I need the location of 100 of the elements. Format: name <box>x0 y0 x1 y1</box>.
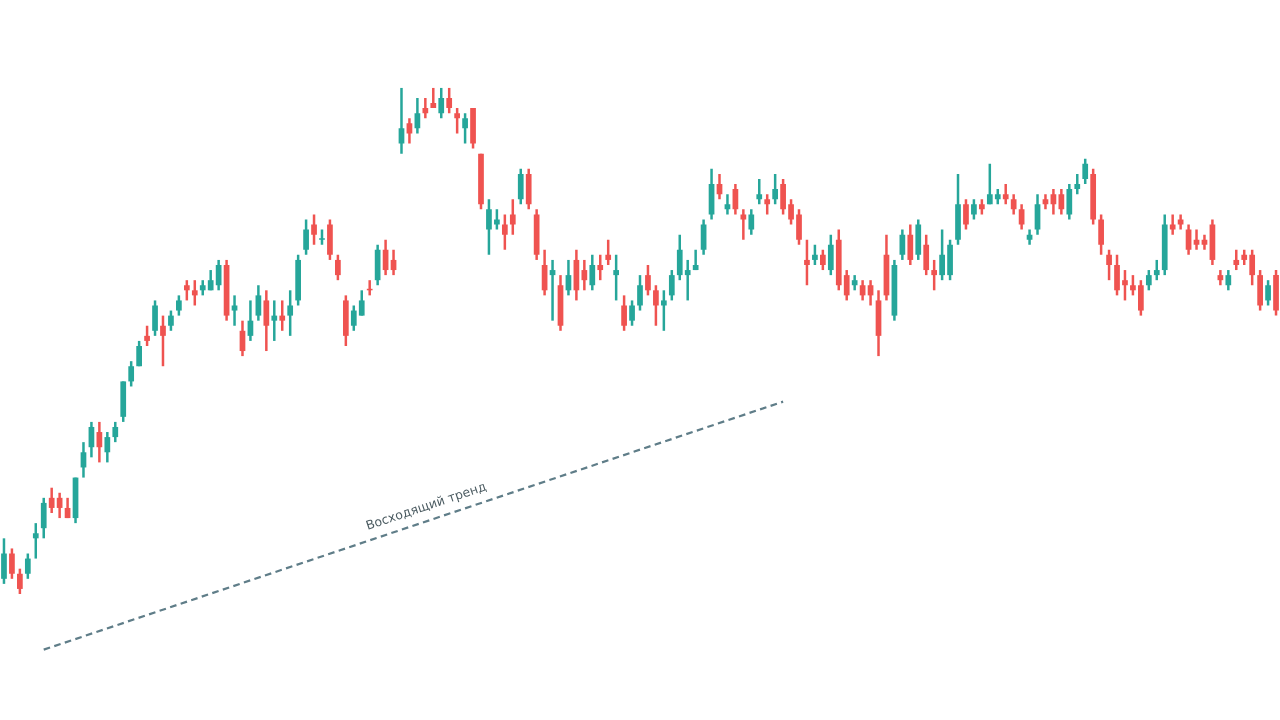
candlestick <box>756 177 763 206</box>
candlestick <box>422 96 429 120</box>
candlestick <box>1225 268 1232 292</box>
candlestick <box>1002 182 1009 206</box>
candlestick <box>271 299 278 343</box>
candlestick <box>374 243 381 287</box>
candlestick <box>986 162 993 206</box>
candlestick <box>136 339 142 368</box>
candlestick <box>1145 268 1152 292</box>
candlestick <box>17 567 23 594</box>
candlestick <box>748 208 755 236</box>
candlestick <box>907 223 914 267</box>
candlestick <box>462 111 468 145</box>
candlestick <box>1257 268 1263 312</box>
candlestick <box>660 289 667 333</box>
candlestick <box>899 228 906 262</box>
candlestick <box>48 486 55 515</box>
candlestick <box>915 218 922 262</box>
candlestick <box>128 359 135 388</box>
candlestick <box>183 278 190 302</box>
candlestick <box>9 547 15 581</box>
candlestick <box>668 268 675 302</box>
candlestick <box>947 238 953 282</box>
candlestick <box>263 289 270 353</box>
candlestick <box>327 218 333 262</box>
candlestick <box>827 233 834 277</box>
candlestick <box>279 299 286 333</box>
candlestick <box>231 294 238 327</box>
candlestick <box>955 172 961 246</box>
candlestick <box>1 537 7 586</box>
candlestick <box>581 258 588 292</box>
candlestick <box>772 172 779 206</box>
candlestick <box>40 496 47 540</box>
candlestick <box>589 253 596 292</box>
candlestick <box>446 87 453 115</box>
candlestick <box>454 106 460 135</box>
candlestick <box>311 213 317 246</box>
candlestick <box>1273 268 1279 317</box>
candlestick <box>1249 248 1256 287</box>
candlestick <box>1161 213 1168 277</box>
candlestick <box>1169 213 1176 236</box>
candlestick <box>835 228 842 292</box>
candlestick <box>1265 278 1271 307</box>
candlestick <box>804 238 810 287</box>
candlestick <box>1018 203 1025 231</box>
candlestick <box>398 87 405 155</box>
candlestick <box>605 238 612 267</box>
candlestick <box>764 192 771 216</box>
candlestick <box>1233 248 1240 272</box>
candlestick <box>1114 253 1120 297</box>
candlestick <box>613 253 620 302</box>
candlestick <box>1090 167 1097 226</box>
candlestick <box>350 304 357 333</box>
candlestick <box>1138 278 1144 317</box>
candlestick <box>160 314 166 368</box>
candlestick <box>517 167 524 206</box>
candlestick <box>923 233 930 277</box>
candlestick <box>303 218 309 257</box>
candlestick <box>168 309 174 333</box>
candlestick <box>780 177 786 216</box>
candlestick <box>120 380 127 424</box>
candlestick <box>971 197 977 221</box>
candlestick <box>191 278 198 307</box>
candlestick <box>1066 182 1073 221</box>
candlestick <box>796 208 802 246</box>
candlestick <box>963 197 969 231</box>
candlestick <box>104 430 111 464</box>
candlestick <box>629 299 635 327</box>
candlestick <box>525 167 532 211</box>
candlestick <box>438 87 445 120</box>
candlestick <box>1122 268 1128 302</box>
candlestick <box>1034 192 1041 236</box>
candlestick <box>342 294 349 348</box>
candlestick <box>684 258 691 302</box>
candlestick <box>24 552 31 581</box>
candlestick <box>501 213 508 252</box>
candlestick <box>812 243 818 267</box>
candlestick <box>740 208 747 241</box>
candlestick <box>1106 248 1112 282</box>
candlestick <box>939 228 945 282</box>
candlestick <box>820 248 826 272</box>
candlestick <box>486 197 492 257</box>
candlestick <box>1082 157 1089 186</box>
candlestick <box>637 273 643 312</box>
candlestick <box>152 299 158 338</box>
candlestick <box>645 263 651 297</box>
candlestick <box>653 283 659 327</box>
candlestick <box>509 197 516 236</box>
candlestick <box>597 253 604 282</box>
candlestick <box>287 289 294 338</box>
candlestick <box>621 294 627 333</box>
candlestick <box>295 253 301 307</box>
candlestick <box>470 106 476 150</box>
candlestick <box>1098 213 1104 257</box>
candlestick <box>931 258 938 292</box>
candlestick <box>144 324 150 348</box>
candlestick <box>255 283 262 322</box>
candlestick <box>494 208 500 231</box>
candlestick <box>176 294 182 317</box>
candlestick <box>335 253 341 282</box>
